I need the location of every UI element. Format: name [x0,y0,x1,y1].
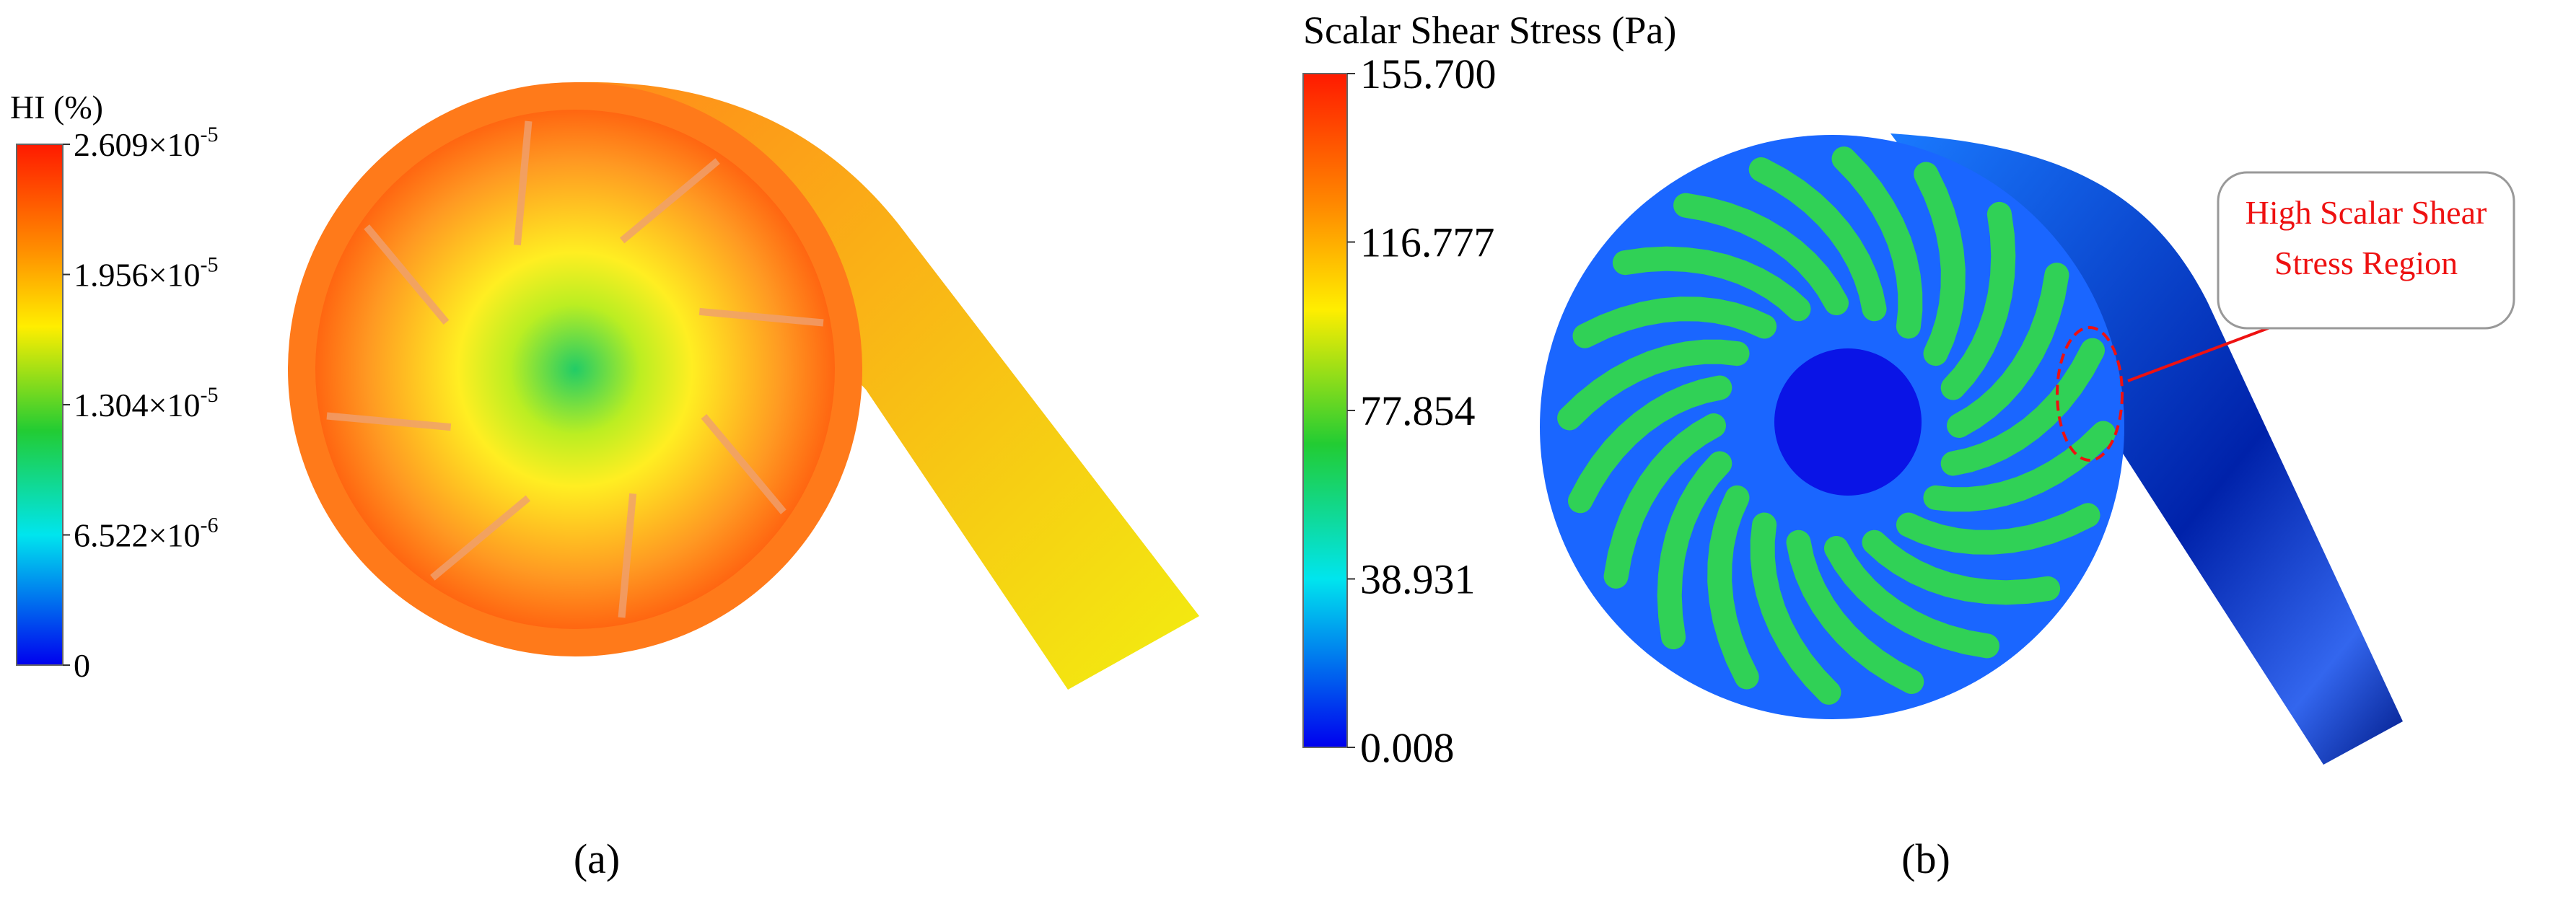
blade [1707,485,1759,690]
tick-mantissa: 6.522×10 [74,517,200,554]
impeller [315,110,835,629]
blade [1612,246,1811,322]
blade [364,224,450,325]
blade [1748,157,1887,322]
tick-label: 2.609×10-5 [74,123,218,163]
tick-label: 1.304×10-5 [74,383,218,423]
blade [1914,162,1966,366]
colorbar-ticks: 155.700 116.777 77.854 38.931 0.008 [1347,50,1497,771]
blade [698,307,824,327]
tick-exponent: -6 [200,514,218,537]
blade [1862,529,2061,605]
blade [1750,512,1841,705]
tick-label: 77.854 [1360,387,1476,434]
blade [1657,451,1732,650]
tick-label: 116.777 [1360,219,1494,266]
blade [1896,503,2100,555]
blade [1568,375,1732,514]
blade [701,413,787,514]
legend-title: HI (%) [10,89,103,126]
blade [619,158,720,244]
caption: (b) [1901,835,1950,882]
legend-title: Scalar Shear Stress (Pa) [1303,9,1676,52]
caption: (a) [574,835,620,882]
blade [1572,296,1777,348]
tick-mantissa: 2.609×10 [74,126,200,163]
blade [1940,338,2105,476]
tick-exponent: -5 [200,253,218,277]
colorbar [1302,73,1348,748]
blade [326,412,452,431]
blade [513,120,533,246]
tick-mantissa: 0 [74,647,90,684]
tick-label: 1.956×10-5 [74,253,218,294]
blade [1940,201,2016,400]
blade [1673,193,1849,315]
blade [430,495,531,581]
blade [1786,529,1924,694]
blade [1557,339,1750,431]
tick-mantissa: 1.304×10 [74,387,200,423]
annotation-text: High Scalar Shear [2246,194,2487,231]
tick-label: 0 [74,647,90,684]
annotation-box [2217,171,2515,330]
colorbar [16,144,63,666]
blade [1831,146,1923,339]
hub [1774,348,1922,496]
blade [1923,421,2116,512]
blade [618,493,637,618]
tick-exponent: -5 [200,383,218,407]
blade [1603,413,1726,589]
highlight-region [2056,326,2124,462]
tick-label: 38.931 [1360,556,1476,603]
blade [1947,263,2069,438]
tick-mantissa: 1.956×10 [74,257,200,294]
blades [326,120,824,618]
tick-label: 155.700 [1360,50,1497,97]
tick-label: 6.522×10-6 [74,514,218,554]
tick-label: 0.008 [1360,724,1455,771]
annotation-text: Stress Region [2274,245,2458,281]
tick-exponent: -5 [200,123,218,146]
blade [1824,536,1999,659]
colorbar-ticks: 2.609×10-51.956×10-51.304×10-56.522×10-6… [63,123,218,684]
blades [1557,146,2116,705]
